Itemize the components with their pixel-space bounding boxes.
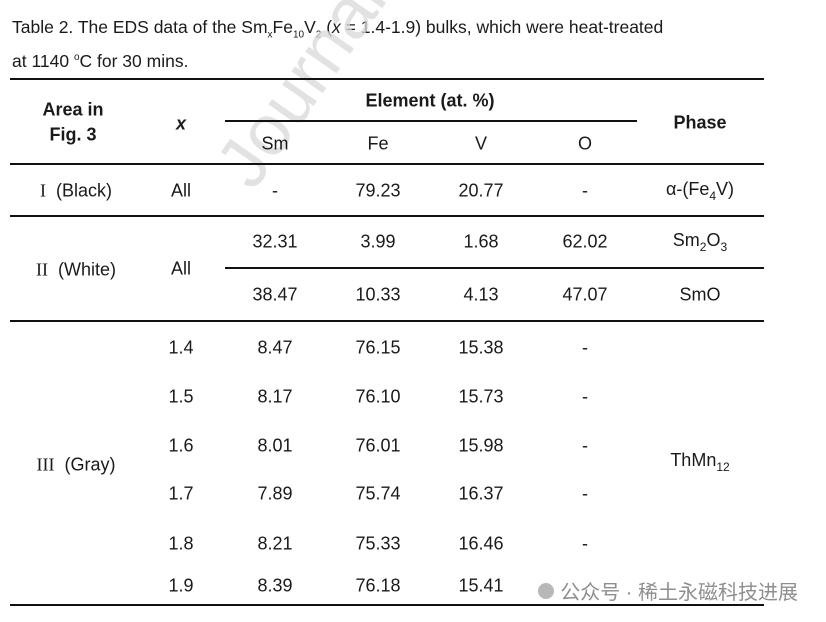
phase-cell: α-(Fe4V) [665,179,735,203]
table-caption: Table 2. The EDS data of the SmxFe10V2 (… [12,16,822,71]
x-cell: 1.8 [168,533,194,554]
phase-cell: SmO [679,284,721,305]
row-rule [10,215,764,217]
o-cell: 62.02 [562,231,608,252]
v-cell: 15.73 [458,386,504,407]
caption-sup: o [73,51,80,63]
v-cell: 16.37 [458,483,504,504]
fe-cell: 76.01 [355,435,401,456]
element-group-rule [225,120,637,122]
v-cell: 1.68 [463,231,499,252]
sm-cell: 8.39 [257,575,293,596]
x-cell: All [170,258,192,279]
header-o: O [577,133,593,154]
header-rule [10,163,764,165]
caption-text: Fe [272,17,293,37]
fe-cell: 75.74 [355,483,401,504]
top-rule [10,78,764,80]
v-cell: 15.38 [458,337,504,358]
area-label: III (Gray) [36,454,116,475]
header-area-line1: Area in [42,99,104,120]
caption-text: at 1140 [12,50,74,71]
wechat-icon [538,582,555,599]
wechat-watermark-text: 公众号 · 稀土永磁科技进展 [560,582,798,604]
sm-cell: 38.47 [252,284,298,305]
caption-text: C for 30 mins. [79,50,189,71]
caption-sub: x [267,29,273,41]
v-cell: 20.77 [458,180,504,201]
o-cell: - [582,533,588,554]
x-cell: 1.9 [168,575,194,596]
caption-text: Table 2. The EDS data of the Sm [12,17,268,37]
caption-var: x [332,17,341,37]
caption-sub: 10 [292,29,305,41]
header-area-line2: Fig. 3 [49,124,97,145]
fe-cell: 3.99 [360,231,396,252]
row-rule [10,320,764,322]
caption-text: = 1.4-1.9) bulks, which were heat-treate… [340,17,664,37]
header-sm: Sm [261,133,289,154]
sm-cell: - [272,180,278,201]
fe-cell: 76.10 [355,386,401,407]
header-element: Element (at. %) [365,90,495,111]
sm-cell: 32.31 [252,231,298,252]
sm-cell: 8.47 [257,337,293,358]
header-phase: Phase [673,112,727,133]
bottom-rule [10,604,764,606]
v-cell: 4.13 [463,284,499,305]
sm-cell: 7.89 [257,483,293,504]
wechat-watermark: 公众号 · 稀土永磁科技进展 [538,576,798,605]
caption-text: ( [321,17,333,37]
x-cell: 1.6 [168,435,194,456]
sm-cell: 8.21 [257,533,293,554]
o-cell: - [582,180,588,201]
sm-cell: 8.01 [257,435,293,456]
fe-cell: 10.33 [355,284,401,305]
fe-cell: 76.18 [355,575,401,596]
x-cell: 1.7 [168,483,194,504]
area-label: I (Black) [39,180,113,201]
v-cell: 15.98 [458,435,504,456]
x-cell: 1.4 [168,337,194,358]
phase-cell: Sm2O3 [672,230,728,254]
phase-cell: ThMn12 [670,450,730,474]
v-cell: 16.46 [458,533,504,554]
fe-cell: 75.33 [355,533,401,554]
area-label: II (White) [35,259,117,280]
fe-cell: 79.23 [355,180,401,201]
v-cell: 15.41 [458,575,504,596]
caption-sub: 2 [315,29,322,41]
x-cell: 1.5 [168,386,194,407]
header-x: x [175,113,187,134]
o-cell: - [582,386,588,407]
fe-cell: 76.15 [355,337,401,358]
x-cell: All [170,180,192,201]
sm-cell: 8.17 [257,386,293,407]
o-cell: - [582,435,588,456]
header-fe: Fe [367,133,389,154]
header-v: V [474,133,488,154]
o-cell: 47.07 [562,284,608,305]
caption-text: V [304,17,316,37]
sub-row-rule [225,267,764,269]
o-cell: - [582,483,588,504]
o-cell: - [582,337,588,358]
